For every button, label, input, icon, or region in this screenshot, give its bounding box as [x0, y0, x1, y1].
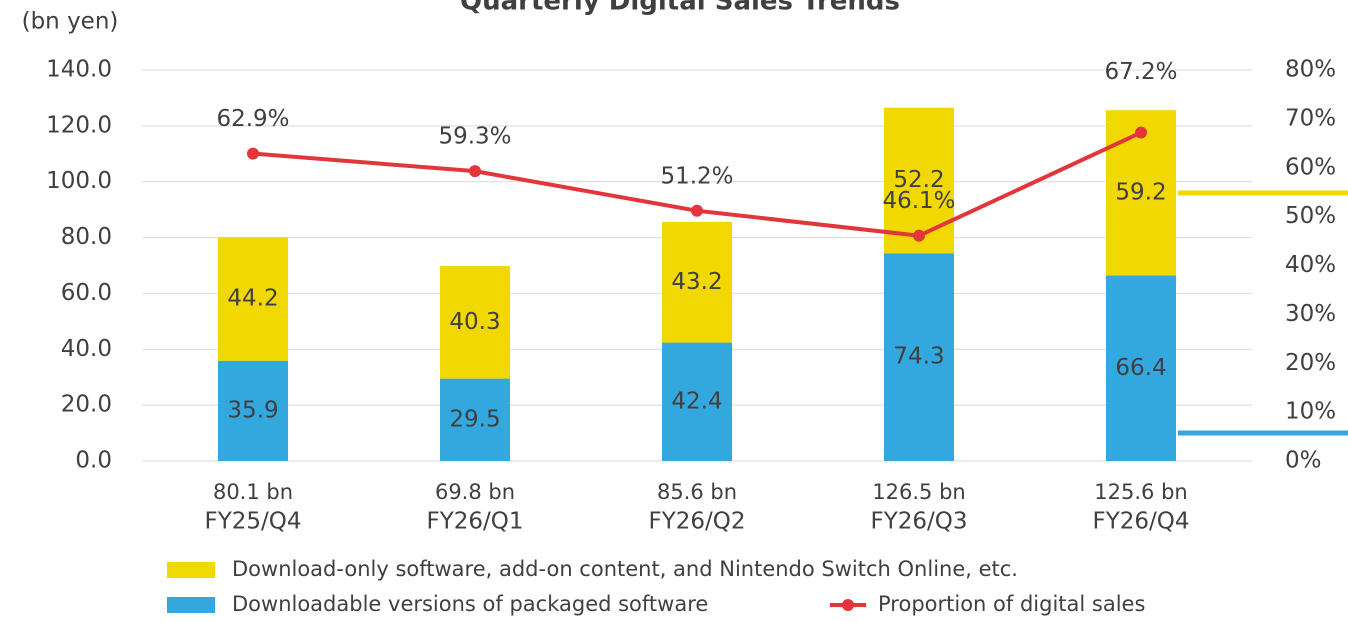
y2-tick-label: 70% — [1285, 105, 1336, 131]
line-value-label: 46.1% — [882, 188, 955, 214]
x-tick-label: FY26/Q2 — [648, 509, 745, 535]
y-tick-label: 60.0 — [61, 280, 112, 306]
y-tick-label: 0.0 — [75, 448, 112, 474]
legend-swatch — [167, 562, 215, 578]
y-tick-label: 40.0 — [61, 336, 112, 362]
y-tick-label: 140.0 — [46, 57, 112, 83]
y2-tick-label: 10% — [1285, 399, 1336, 425]
x-tick-label: FY26/Q3 — [870, 509, 967, 535]
line-point — [913, 229, 925, 242]
bar-segment — [218, 237, 288, 361]
x-tick-label: FY26/Q4 — [1092, 509, 1189, 535]
y-tick-label: 80.0 — [61, 224, 112, 250]
line-value-label: 67.2% — [1104, 59, 1177, 85]
legend-label: Proportion of digital sales — [878, 592, 1145, 616]
y2-tick-label: 30% — [1285, 301, 1336, 327]
y2-tick-label: 0% — [1285, 448, 1322, 474]
bar-segment — [662, 221, 732, 343]
legend-label: Downloadable versions of packaged softwa… — [232, 592, 708, 616]
bar-value-label: 40.3 — [449, 309, 500, 335]
bar-value-label: 52.2 — [893, 167, 944, 193]
line-point — [1135, 126, 1147, 139]
line-value-label: 51.2% — [660, 163, 733, 189]
x-tick-total: 125.6 bn — [1094, 480, 1187, 504]
bar-segment — [440, 378, 510, 461]
legend-marker — [842, 599, 854, 611]
y2-tick-label: 50% — [1285, 203, 1336, 229]
y-tick-label: 100.0 — [46, 168, 112, 194]
bar-value-label: 35.9 — [227, 397, 278, 423]
chart-title: Quarterly Digital Sales Trends — [460, 0, 900, 17]
x-tick-total: 80.1 bn — [213, 480, 293, 504]
bar-value-label: 74.3 — [893, 344, 944, 370]
y2-tick-label: 60% — [1285, 154, 1336, 180]
y-axis-label: (bn yen) — [22, 9, 119, 35]
legend-label: Download-only software, add-on content, … — [232, 557, 1018, 581]
line-point — [691, 204, 703, 217]
y2-tick-label: 80% — [1285, 57, 1336, 83]
bar-value-label: 59.2 — [1115, 179, 1166, 205]
bar-segment — [218, 360, 288, 461]
bar-segment — [662, 342, 732, 461]
bar-value-label: 66.4 — [1115, 355, 1166, 381]
bar-segment — [884, 107, 954, 254]
bar-segment — [1106, 275, 1176, 461]
bar-segment — [884, 253, 954, 461]
x-tick-label: FY26/Q1 — [426, 509, 523, 535]
bar-value-label: 44.2 — [227, 286, 278, 312]
y-tick-label: 120.0 — [46, 112, 112, 138]
x-tick-label: FY25/Q4 — [204, 509, 301, 535]
x-tick-total: 85.6 bn — [657, 480, 737, 504]
x-tick-total: 126.5 bn — [872, 480, 965, 504]
bar-value-label: 43.2 — [671, 269, 722, 295]
x-tick-total: 69.8 bn — [435, 480, 515, 504]
legend-swatch — [167, 597, 215, 613]
line-value-label: 62.9% — [216, 106, 289, 132]
bar-value-label: 29.5 — [449, 406, 500, 432]
bar-value-label: 42.4 — [671, 388, 722, 414]
line-point — [247, 147, 259, 160]
line-point — [469, 165, 481, 178]
bar-segment — [440, 266, 510, 379]
line-value-label: 59.3% — [438, 124, 511, 150]
y-tick-label: 20.0 — [61, 392, 112, 418]
y2-tick-label: 40% — [1285, 252, 1336, 278]
y2-tick-label: 20% — [1285, 350, 1336, 376]
